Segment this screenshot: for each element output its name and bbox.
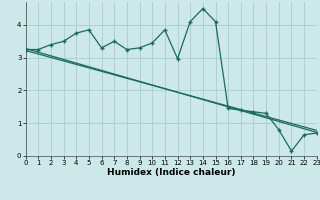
X-axis label: Humidex (Indice chaleur): Humidex (Indice chaleur) <box>107 168 236 177</box>
